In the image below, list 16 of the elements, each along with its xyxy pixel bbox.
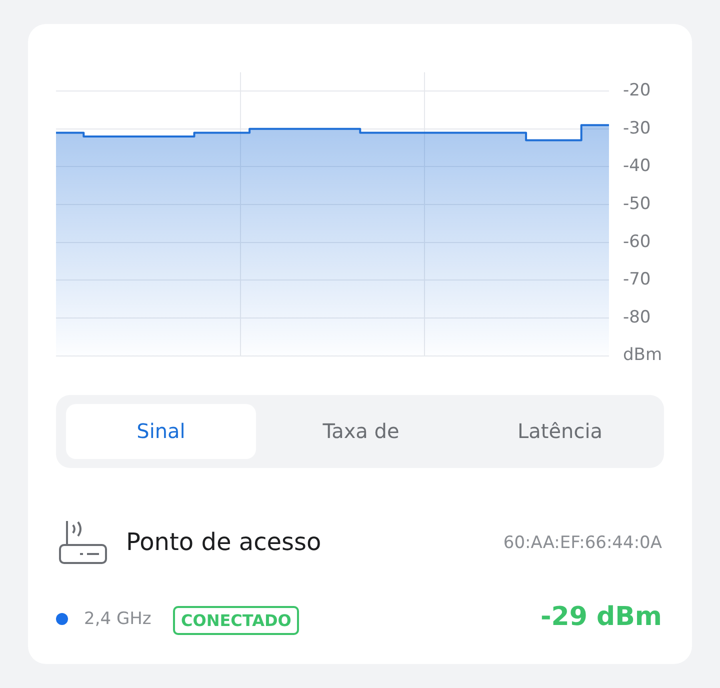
- text: 60:AA:EF:66:44:0A: [503, 533, 662, 553]
- y-tick-label: -50: [622, 194, 651, 214]
- text: CONECTADO: [181, 611, 292, 630]
- y-tick-label: -40: [622, 156, 651, 176]
- y-tick-label: -30: [622, 118, 651, 138]
- text: 2,4 GHz: [84, 609, 152, 629]
- text: Sinal: [136, 419, 186, 443]
- text: -29 dBm: [540, 602, 662, 632]
- y-tick-label: -80: [622, 307, 651, 328]
- text: Latência: [516, 419, 604, 443]
- text: Taxa de: [322, 419, 400, 443]
- text: Ponto de acesso: [126, 528, 322, 556]
- y-tick-label: -70: [622, 270, 651, 290]
- y-tick-label: -60: [622, 232, 651, 252]
- y-tick-label: dBm: [622, 345, 662, 366]
- y-tick-label: -20: [622, 80, 651, 101]
